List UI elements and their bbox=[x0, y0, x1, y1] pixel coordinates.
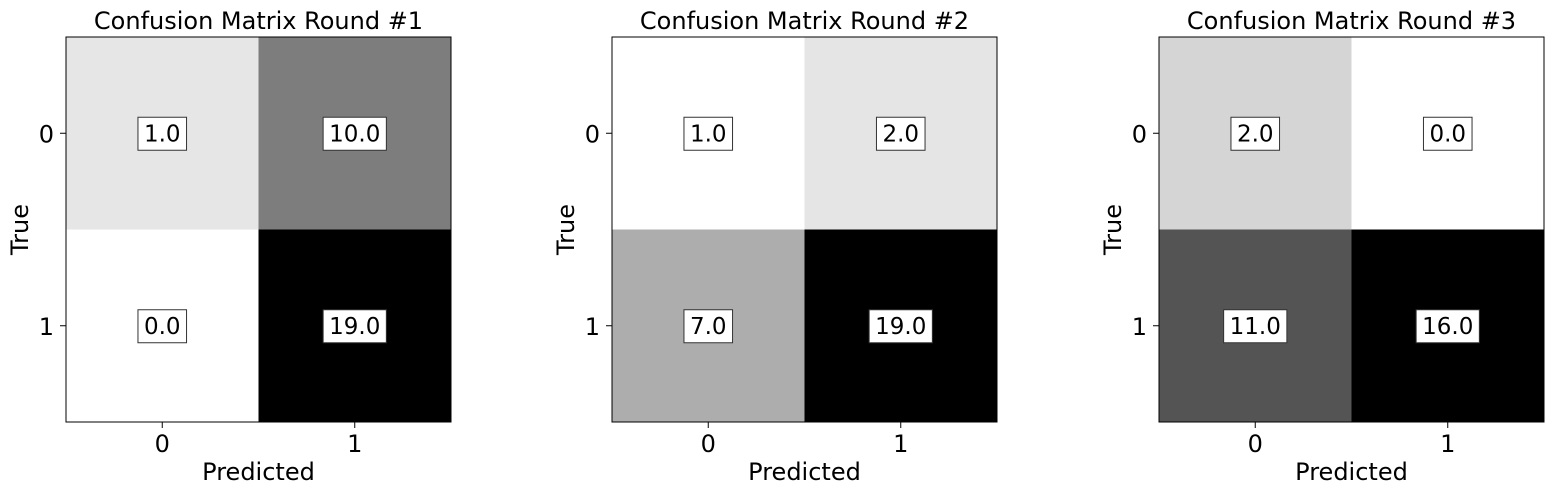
x-axis-label: Predicted bbox=[748, 458, 861, 486]
plot-frame bbox=[611, 36, 998, 423]
cell-value-box bbox=[875, 116, 926, 151]
y-tick-label: 0 bbox=[1132, 120, 1147, 148]
cell-value-box bbox=[1223, 309, 1288, 344]
cell-value-box bbox=[683, 116, 734, 151]
x-tick-label: 1 bbox=[347, 430, 362, 458]
y-tick-label: 1 bbox=[585, 313, 600, 341]
x-tick-label: 1 bbox=[1440, 430, 1455, 458]
x-tick-label: 0 bbox=[701, 430, 716, 458]
x-tick-label: 1 bbox=[893, 430, 908, 458]
cell-value-label: 19.0 bbox=[329, 314, 380, 340]
y-tick-label: 1 bbox=[1132, 313, 1147, 341]
cell-value-label: 0.0 bbox=[144, 314, 181, 340]
cell-value-box bbox=[868, 309, 933, 344]
chart-title: Confusion Matrix Round #2 bbox=[640, 7, 969, 35]
y-tick-label: 0 bbox=[39, 120, 54, 148]
chart-title: Confusion Matrix Round #1 bbox=[94, 7, 423, 35]
cell-value-label: 10.0 bbox=[329, 121, 380, 147]
cell-value-label: 16.0 bbox=[1422, 314, 1473, 340]
chart-title: Confusion Matrix Round #3 bbox=[1187, 7, 1516, 35]
confusion-matrix-panel-1: 1.0 10.0 0.0 19.0 Confusion Matrix Round #1 0… bbox=[6, 7, 452, 486]
y-axis-label: True bbox=[6, 204, 34, 256]
cell-value-box bbox=[1422, 116, 1473, 151]
y-tick-label: 1 bbox=[39, 313, 54, 341]
confusion-matrix-panel-3: 2.0 0.0 11.0 16.0 Confusion Matrix Round #3 0… bbox=[1099, 7, 1545, 486]
cell-value-label: 2.0 bbox=[882, 121, 919, 147]
x-axis-label: Predicted bbox=[202, 458, 315, 486]
y-tick-label: 0 bbox=[585, 120, 600, 148]
y-axis-label: True bbox=[1099, 204, 1127, 256]
cell-value-box bbox=[322, 309, 387, 344]
cell-value-box bbox=[137, 309, 188, 344]
cell-value-label: 0.0 bbox=[1429, 121, 1466, 147]
x-tick-label: 0 bbox=[1248, 430, 1263, 458]
confusion-matrix-panel-2: 1.0 2.0 7.0 19.0 Confusion Matrix Round #2 0 1… bbox=[552, 7, 998, 486]
cell-value-label: 2.0 bbox=[1237, 121, 1274, 147]
x-tick-label: 0 bbox=[155, 430, 170, 458]
cell-value-label: 11.0 bbox=[1230, 314, 1281, 340]
cell-value-label: 19.0 bbox=[875, 314, 926, 340]
x-axis-label: Predicted bbox=[1295, 458, 1408, 486]
cell-value-label: 7.0 bbox=[690, 314, 727, 340]
plot-frame bbox=[1158, 36, 1545, 423]
cell-value-box bbox=[683, 309, 734, 344]
cell-value-box bbox=[1230, 116, 1281, 151]
cell-value-box bbox=[137, 116, 188, 151]
cell-value-label: 1.0 bbox=[144, 121, 181, 147]
cell-value-box bbox=[1415, 309, 1480, 344]
cell-value-box bbox=[322, 116, 387, 151]
cell-value-label: 1.0 bbox=[690, 121, 727, 147]
y-axis-label: True bbox=[552, 204, 580, 256]
plot-frame bbox=[65, 36, 452, 423]
